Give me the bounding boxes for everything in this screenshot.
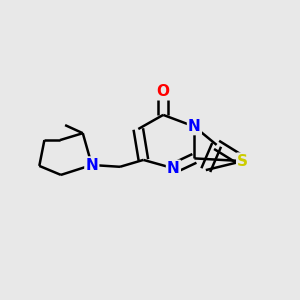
Text: N: N — [85, 158, 98, 172]
Text: O: O — [157, 84, 170, 99]
Text: N: N — [167, 161, 180, 176]
Text: S: S — [237, 154, 248, 169]
Text: N: N — [188, 119, 201, 134]
